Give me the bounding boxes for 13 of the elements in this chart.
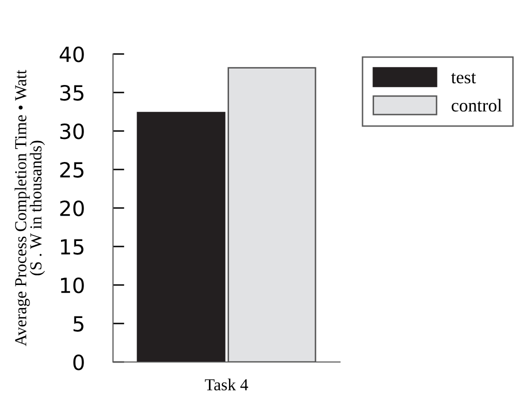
x-tick-label: Task 4 [204,378,248,390]
y-tick-label: 15 [61,239,84,255]
y-tick-label: 20 [60,200,84,216]
legend-label: control [452,98,502,112]
y-axis-title: Average Process Completion Time • Watt (S . W in thousands) [14,70,45,346]
y-tick-label: 30 [60,123,84,140]
legend-label: test [451,73,476,84]
y-tick-label: 35 [60,84,84,101]
y-tick-label: 40 [60,46,84,62]
y-tick-label: 5 [74,316,84,332]
y-tick-label: 10 [61,277,84,294]
y-tick-label: 0 [73,354,84,370]
y-tick-label: 25 [60,162,84,178]
